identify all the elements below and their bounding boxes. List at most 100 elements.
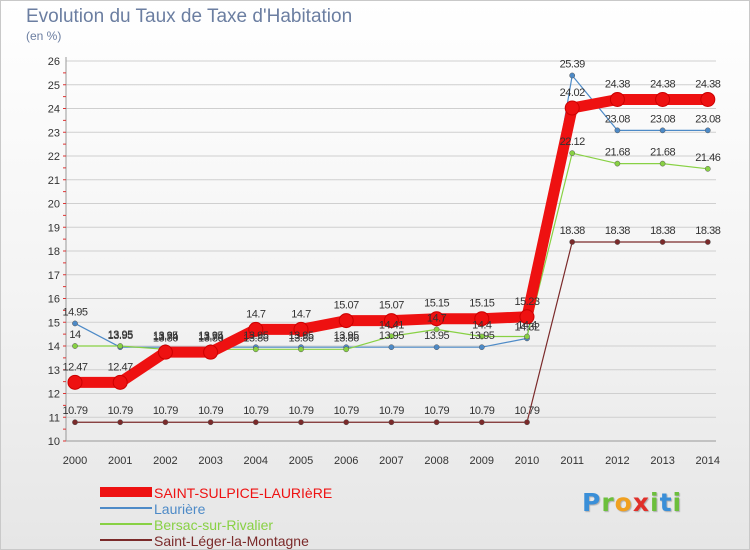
- data-label: 13.95: [379, 330, 404, 342]
- legend-label: SAINT-SULPICE-LAURIèRE: [154, 485, 333, 501]
- x-tick-label: 2011: [560, 455, 584, 467]
- x-tick-label: 2006: [334, 455, 358, 467]
- y-tick-label: 22: [48, 151, 60, 163]
- data-label: 10.79: [288, 405, 313, 417]
- legend-swatch: [100, 507, 152, 509]
- data-label: 13.74: [198, 331, 223, 343]
- y-tick-label: 23: [48, 127, 60, 139]
- data-label: 13.95: [334, 330, 359, 342]
- x-tick-label: 2010: [515, 455, 539, 467]
- data-point: [162, 419, 169, 426]
- data-label: 10.79: [62, 405, 87, 417]
- logo-letter: i: [650, 488, 660, 517]
- data-point: [659, 127, 666, 134]
- y-tick-label: 14: [48, 341, 60, 353]
- data-label: 14.4: [472, 320, 492, 332]
- data-label: 21.46: [695, 152, 720, 164]
- x-tick-label: 2001: [108, 455, 132, 467]
- x-tick-label: 2007: [379, 455, 403, 467]
- data-label: 10.79: [198, 405, 223, 417]
- data-label: 14.7: [246, 308, 266, 320]
- x-tick-label: 2005: [289, 455, 313, 467]
- data-point: [524, 419, 530, 426]
- logo-letter: i: [672, 488, 683, 517]
- data-point: [388, 333, 395, 340]
- y-tick-label: 25: [48, 80, 60, 92]
- data-label: 18.38: [560, 225, 585, 237]
- data-point: [569, 239, 576, 245]
- data-label: 24.02: [560, 87, 585, 99]
- data-label: 13.95: [424, 330, 449, 342]
- data-point: [704, 165, 711, 172]
- y-tick-label: 17: [48, 270, 60, 282]
- data-point: [388, 344, 395, 351]
- data-label: 24.38: [650, 78, 675, 90]
- data-label: 13.95: [243, 330, 268, 342]
- y-tick-label: 21: [48, 175, 60, 187]
- data-label: 10.79: [334, 405, 359, 417]
- logo-letter: t: [659, 488, 673, 517]
- data-label: 10.79: [424, 405, 449, 417]
- data-label: 24.38: [695, 78, 720, 90]
- data-label: 23.08: [650, 113, 675, 125]
- data-label: 23.08: [695, 113, 720, 125]
- data-point: [609, 91, 625, 107]
- x-tick-label: 2012: [605, 455, 629, 467]
- data-point: [338, 313, 354, 329]
- data-label: 14.95: [62, 306, 87, 318]
- logo-letter: r: [601, 488, 615, 517]
- data-label: 13.74: [153, 331, 178, 343]
- data-point: [298, 346, 304, 353]
- data-label: 15.23: [514, 296, 539, 308]
- line-chart: 10 11 12 13 14 15 16 17 18 19 20 21 22 23 24 25 26 2000 20…: [48, 56, 721, 467]
- x-tick-label: 2000: [63, 455, 87, 467]
- data-label: 13.95: [198, 330, 223, 342]
- y-tick-label: 26: [48, 56, 60, 68]
- data-label: 10.79: [514, 405, 539, 417]
- data-label: 13.86: [198, 332, 223, 344]
- data-label: 21.68: [650, 147, 675, 159]
- x-tick-label: 2003: [198, 455, 222, 467]
- data-point: [203, 344, 219, 360]
- data-point: [252, 346, 259, 353]
- y-tick-label: 18: [48, 246, 60, 258]
- data-label: 15.15: [469, 298, 494, 310]
- logo-letter: x: [632, 488, 650, 517]
- y-tick-label: 10: [48, 436, 60, 448]
- x-tick-label: 2013: [650, 455, 674, 467]
- data-label: 18.38: [650, 225, 675, 237]
- data-point: [117, 343, 124, 349]
- x-tick-label: 2004: [244, 455, 268, 467]
- data-point: [343, 346, 350, 353]
- data-point: [112, 374, 128, 390]
- y-tick-label: 20: [48, 199, 60, 211]
- data-point: [157, 344, 173, 360]
- data-label: 15.15: [424, 298, 449, 310]
- data-point: [524, 333, 530, 340]
- data-point: [659, 239, 666, 245]
- data-point: [248, 321, 264, 337]
- data-label: 13.95: [108, 330, 133, 342]
- data-point: [388, 419, 395, 426]
- data-point: [478, 344, 485, 351]
- data-point: [433, 344, 440, 351]
- data-label: 12.47: [62, 361, 87, 373]
- data-point: [252, 419, 259, 426]
- data-point: [117, 419, 124, 426]
- data-point: [659, 160, 666, 167]
- data-label: 10.79: [379, 405, 404, 417]
- y-tick-label: 12: [48, 389, 60, 401]
- data-point: [704, 239, 711, 245]
- data-label: 13.95: [288, 330, 313, 342]
- data-label: 18.38: [605, 225, 630, 237]
- logo-letter: P: [582, 488, 602, 517]
- data-point: [569, 150, 576, 156]
- data-label: 10.79: [108, 405, 133, 417]
- x-tick-label: 2008: [424, 455, 448, 467]
- y-tick-label: 16: [48, 294, 60, 306]
- data-point: [655, 91, 671, 107]
- data-label: 13.86: [243, 332, 268, 344]
- logo-letter: o: [614, 488, 633, 517]
- data-point: [72, 343, 78, 349]
- legend-label: Bersac-sur-Rivalier: [154, 517, 274, 533]
